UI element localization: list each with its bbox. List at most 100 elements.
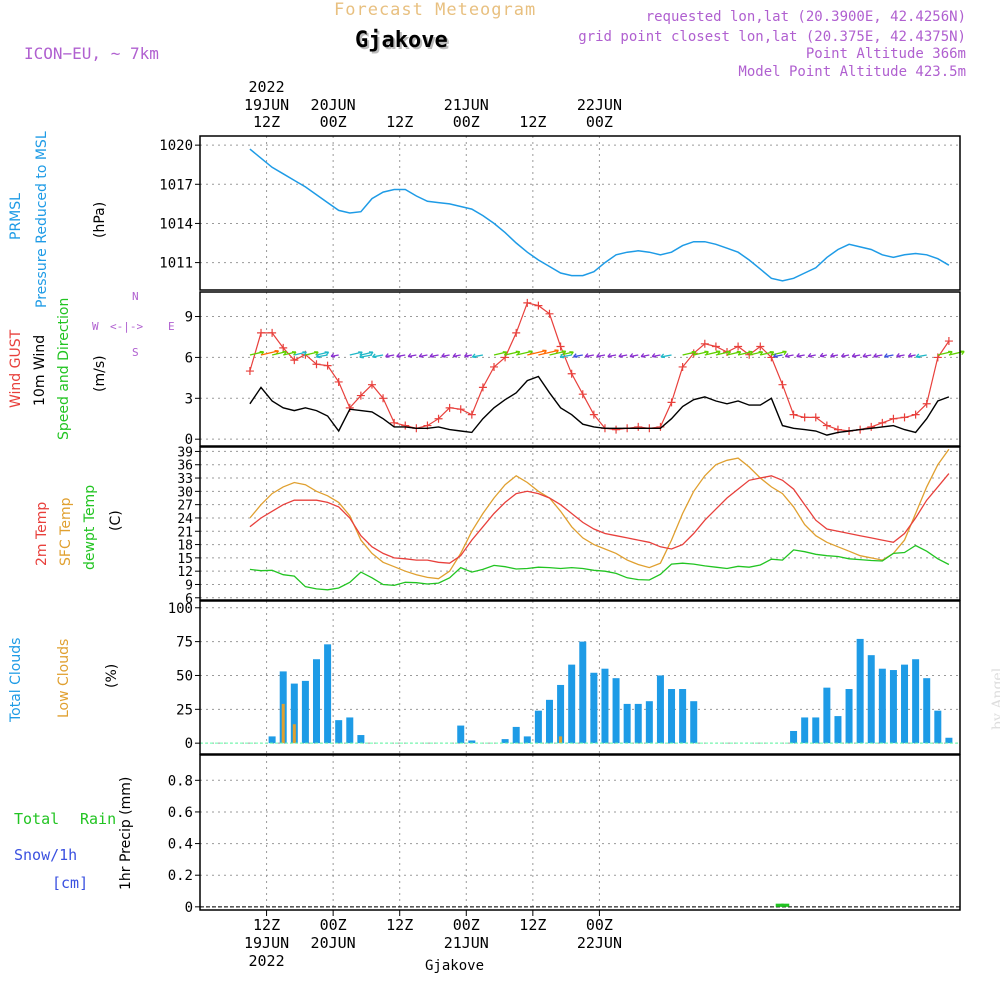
gust-marker [589,410,598,419]
bottom-tick-hour: 12Z [386,916,413,934]
top-tick-hour: 00Z [453,113,480,131]
wind-direction-arrowhead [784,353,790,358]
y-tick-label: 50 [176,668,193,684]
compass-s: S [132,346,139,359]
gust-marker [634,422,643,431]
gust-marker [490,362,499,371]
gust-marker [245,367,254,376]
total-cloud-bar [301,680,309,744]
bottom-tick-date: 19JUN [244,934,289,952]
gust-marker [268,328,277,337]
total-cloud-bar [568,664,576,744]
total-cloud-bar [557,684,565,744]
gust-marker [900,413,909,422]
gust-marker [334,377,343,386]
y-tick-label: 27 [177,499,193,514]
bottom-tick-hour: 12Z [519,916,546,934]
top-tick-date: 21JUN [444,96,489,114]
wind-direction-arrowhead [819,352,825,358]
top-tick-hour: 12Z [253,113,280,131]
top-tick-date: 22JUN [577,96,622,114]
y-tick-label: 24 [177,512,193,527]
precip-label-total: Total [14,810,60,828]
top-tick-year: 2022 [249,78,285,96]
wind-direction-arrowhead [407,353,413,358]
gust-marker [512,328,521,337]
wind-direction-arrow [271,351,287,356]
gust-marker [944,337,953,346]
y-tick-label: 0 [185,900,193,916]
wind-direction-arrowhead [773,353,778,358]
y-tick-label: 30 [177,485,193,500]
y-tick-label: 15 [177,552,193,567]
wind-direction-arrowhead [915,353,921,359]
wind-direction-arrowhead [359,353,364,359]
wind-direction-arrowhead [302,351,307,356]
total-cloud-bar [290,683,298,744]
y-tick-label: 6 [185,592,193,607]
precip-bar [775,903,784,907]
top-tick-date: 20JUN [311,96,356,114]
total-cloud-bar [634,703,642,744]
bottom-tick-hour: 00Z [320,916,347,934]
wind-direction-arrowhead [358,351,363,356]
wind-direction-arrow [749,351,763,356]
bottom-tick-date: 20JUN [311,934,356,952]
panel-frame-clouds [199,600,961,755]
pressure-line [249,148,950,282]
gust-marker [523,298,532,307]
dewpoint-line [249,544,950,591]
wind-direction-arrowhead [429,353,434,358]
top-tick-date: 19JUN [244,96,289,114]
wind-direction-arrowhead [372,353,377,359]
compass-e: E [168,320,175,333]
y-tick-label: 33 [177,472,193,487]
y-tick-label: 9 [185,310,193,326]
wind-direction-arrow [771,350,787,356]
top-tick-hour: 00Z [320,113,347,131]
y-tick-label: 0 [185,432,193,448]
wind-direction-arrowhead [330,352,336,358]
y-tick-label: 18 [177,539,193,554]
total-cloud-bar [612,678,620,744]
total-cloud-bar [790,730,798,744]
gust-marker [290,356,299,365]
wind-direction-arrow [549,350,566,356]
total-cloud-bar [679,689,687,744]
total-cloud-bar [845,689,853,744]
gust-marker [878,418,887,427]
gust-marker [467,410,476,419]
y-tick-label: 12 [177,565,193,580]
gridpoint-coords: grid point closest lon,lat (20.375E, 42.… [578,29,966,45]
wind-direction-arrow [693,350,709,356]
y-tick-label: 36 [177,459,193,474]
top-tick-hour: 12Z [519,113,546,131]
wind-direction-arrow [726,351,741,356]
wind-direction-arrowhead [862,353,868,358]
model-altitude: Model Point Altitude 423.5m [738,64,966,80]
temp-2m-line [249,473,950,564]
y-tick-label: 1020 [159,138,193,154]
bottom-tick-hour: 00Z [453,916,480,934]
total-cloud-bar [823,687,831,744]
total-cloud-bar [457,725,465,744]
gust-marker [911,410,920,419]
wind-direction-arrowhead [596,353,601,358]
y-tick-label: 6 [185,350,193,366]
gust-marker [612,425,621,434]
wind-direction-arrowhead [782,350,787,356]
wind-direction-arrowhead [796,353,801,358]
total-cloud-bar [623,703,631,744]
wind-direction-arrow [937,351,953,356]
precip-label-rain: Rain [80,810,117,828]
total-cloud-bar [867,655,875,744]
wind-direction-arrowhead [651,353,657,358]
wind-direction-arrow [260,350,279,356]
total-cloud-bar [923,678,931,744]
precip-label-cm: [cm] [52,874,89,892]
gust-marker [367,380,376,389]
gust-marker [478,383,487,392]
total-cloud-bar [346,717,354,744]
wind-direction-arrowhead [807,352,813,358]
